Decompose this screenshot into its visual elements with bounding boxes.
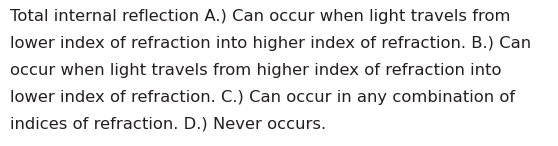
Text: lower index of refraction into higher index of refraction. B.) Can: lower index of refraction into higher in…	[10, 36, 531, 51]
Text: Total internal reflection A.) Can occur when light travels from: Total internal reflection A.) Can occur …	[10, 9, 511, 24]
Text: lower index of refraction. C.) Can occur in any combination of: lower index of refraction. C.) Can occur…	[10, 90, 515, 105]
Text: indices of refraction. D.) Never occurs.: indices of refraction. D.) Never occurs.	[10, 117, 326, 132]
Text: occur when light travels from higher index of refraction into: occur when light travels from higher ind…	[10, 63, 502, 78]
